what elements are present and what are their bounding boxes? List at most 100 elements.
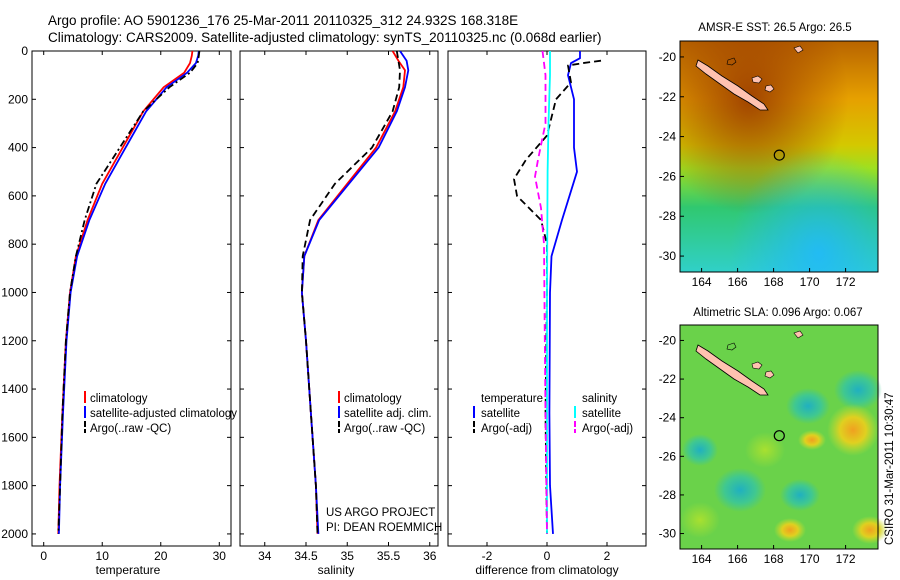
loyalty-island-3 bbox=[793, 330, 804, 339]
sla-low-3 bbox=[834, 370, 882, 410]
sla-low-1 bbox=[714, 468, 766, 512]
temperature-panel-frame bbox=[31, 50, 232, 547]
legend-label-sal-argo: Argo(-adj) bbox=[582, 423, 633, 435]
temperature-xlabel: temperature bbox=[96, 563, 161, 577]
new-caledonia-island bbox=[695, 59, 769, 111]
legend-label-sal-satellite: satellite bbox=[582, 408, 621, 420]
sla-high-2 bbox=[798, 430, 826, 450]
sla-low-5 bbox=[682, 434, 718, 466]
map-lat-label: -26 bbox=[659, 449, 677, 463]
x-tick-label: -2 bbox=[482, 549, 493, 563]
difference-x-ticks: -2 0 2 bbox=[482, 51, 611, 563]
sst-profile-marker bbox=[773, 149, 785, 161]
sla-map bbox=[679, 324, 888, 550]
sla-map-ticks: 164 166 168 170 172 -20 -22 -24 -26 -28 -30 bbox=[659, 333, 856, 566]
temperature-series bbox=[57, 51, 201, 534]
depth-tick-label: 800 bbox=[8, 237, 28, 251]
depth-tick-label: 1000 bbox=[1, 285, 28, 299]
salinity-panel-frame bbox=[239, 50, 439, 547]
x-tick-label: 2 bbox=[604, 549, 611, 563]
depth-tick-label: 2000 bbox=[1, 527, 28, 541]
new-caledonia-island bbox=[695, 344, 769, 396]
map-lon-label: 170 bbox=[800, 275, 820, 289]
map-lat-label: -26 bbox=[659, 169, 677, 183]
difference-legend: temperature salinity satellite Argo(-adj… bbox=[473, 393, 633, 435]
salinity-legend: climatology satellite adj. clim. Argo(..… bbox=[338, 391, 432, 435]
depth-tick-label: 1200 bbox=[1, 334, 28, 348]
depth-tick-label: 1600 bbox=[1, 430, 28, 444]
series-line-satellite-adj-clim- bbox=[300, 51, 410, 534]
map-lat-label: -20 bbox=[659, 333, 677, 347]
figure-title-line2: Climatology: CARS2009. Satellite-adjuste… bbox=[48, 30, 602, 45]
map-lat-label: -24 bbox=[659, 130, 677, 144]
map-lat-label: -30 bbox=[659, 527, 677, 541]
reef-outline bbox=[726, 57, 737, 66]
sla-mid-2 bbox=[745, 432, 785, 468]
sla-high-1 bbox=[827, 404, 879, 456]
loyalty-island-2 bbox=[764, 84, 775, 93]
map-lat-label: -20 bbox=[659, 50, 677, 64]
map-lon-label: 172 bbox=[836, 552, 856, 566]
x-tick-label: 0 bbox=[40, 549, 47, 563]
legend-label-climatology: climatology bbox=[90, 393, 148, 405]
sla-low-4 bbox=[780, 479, 820, 511]
loyalty-island-1 bbox=[751, 361, 763, 370]
sst-map bbox=[679, 40, 879, 273]
map-lon-label: 164 bbox=[692, 275, 712, 289]
legend-label-climatology: climatology bbox=[344, 393, 402, 405]
salinity-x-ticks: 34 34.5 35 35.5 36 bbox=[258, 51, 437, 563]
series-line-climatology bbox=[57, 51, 194, 534]
reef-outline bbox=[726, 342, 737, 351]
map-lon-label: 166 bbox=[728, 275, 748, 289]
temperature-x-ticks: 0 10 20 30 bbox=[40, 51, 226, 563]
map-lon-label: 170 bbox=[800, 552, 820, 566]
sst-map-title: AMSR-E SST: 26.5 Argo: 26.5 bbox=[698, 22, 851, 34]
x-tick-label: 36 bbox=[423, 549, 437, 563]
map-lon-label: 168 bbox=[764, 552, 784, 566]
project-annotation-line1: US ARGO PROJECT bbox=[326, 507, 435, 519]
series-line-argo-raw-qc- bbox=[57, 51, 201, 534]
series-line-temperature-argo-adj- bbox=[513, 59, 602, 534]
x-tick-label: 10 bbox=[96, 549, 110, 563]
sla-map-frame bbox=[679, 324, 879, 550]
depth-tick-label: 1800 bbox=[1, 479, 28, 493]
series-line-salinity-argo-adj- bbox=[534, 51, 548, 534]
x-tick-label: 34.5 bbox=[294, 549, 318, 563]
series-line-satellite-adjusted-climatology bbox=[58, 51, 200, 534]
x-tick-label: 34 bbox=[258, 549, 272, 563]
series-line-argo-raw-qc- bbox=[300, 51, 401, 534]
sla-high-3 bbox=[852, 516, 888, 544]
map-lat-label: -30 bbox=[659, 249, 677, 263]
map-lat-label: -28 bbox=[659, 488, 677, 502]
sla-high-4 bbox=[774, 518, 806, 542]
salinity-series bbox=[300, 51, 410, 534]
legend-label-satellite: satellite-adjusted climatology bbox=[90, 408, 237, 420]
map-lon-label: 168 bbox=[764, 275, 784, 289]
series-line-climatology bbox=[300, 51, 406, 534]
series-line-temperature-satellite bbox=[548, 51, 581, 534]
sla-map-title: Altimetric SLA: 0.096 Argo: 0.067 bbox=[693, 307, 862, 319]
x-tick-label: 35 bbox=[341, 549, 355, 563]
map-lat-label: -22 bbox=[659, 372, 677, 386]
legend-label-satellite: satellite adj. clim. bbox=[344, 408, 432, 420]
sst-cool-area bbox=[680, 41, 878, 272]
x-tick-label: 35.5 bbox=[377, 549, 401, 563]
temperature-legend: climatology satellite-adjusted climatolo… bbox=[84, 391, 237, 435]
salinity-xlabel: salinity bbox=[318, 563, 355, 577]
map-lon-label: 172 bbox=[836, 275, 856, 289]
side-timestamp-label: CSIRO 31-Mar-2011 10:30:47 bbox=[884, 392, 896, 545]
map-lat-label: -24 bbox=[659, 411, 677, 425]
legend-title-salinity: salinity bbox=[582, 393, 617, 405]
difference-series bbox=[513, 51, 602, 534]
sla-low-2 bbox=[786, 388, 830, 424]
loyalty-island-2 bbox=[764, 370, 775, 379]
x-tick-label: 0 bbox=[544, 549, 551, 563]
x-tick-label: 30 bbox=[213, 549, 227, 563]
depth-tick-label: 200 bbox=[8, 92, 28, 106]
depth-axis: 0 200 400 600 800 1000 1200 1400 1600 1800 2000 bbox=[1, 44, 646, 541]
sst-map-frame bbox=[679, 40, 879, 273]
figure-title-line1: Argo profile: AO 5901236_176 25-Mar-2011… bbox=[48, 13, 518, 28]
difference-xlabel: difference from climatology bbox=[475, 563, 618, 577]
loyalty-island-3 bbox=[793, 45, 804, 54]
